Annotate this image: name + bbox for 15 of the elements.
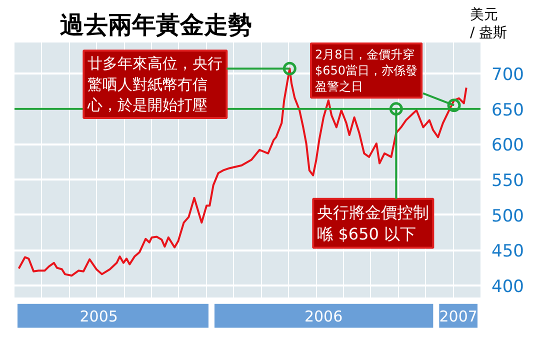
y-tick-label: 700 <box>492 65 524 86</box>
x-tick-label: 2006 <box>304 307 343 326</box>
y-tick-label: 400 <box>492 276 524 297</box>
annotation: 2月8日，金價升穿$650當日，亦係發盈警之日 <box>315 47 418 94</box>
annotation: 廿多年來高位，央行驚哂人對紙幣冇信心，於是開始打壓 <box>86 54 223 114</box>
x-tick-label: 2007 <box>439 307 478 326</box>
y-tick-label: 450 <box>492 242 524 262</box>
x-tick-label: 2005 <box>80 307 118 326</box>
y-tick-label: 600 <box>492 136 524 156</box>
y-tick-label: 650 <box>492 100 524 120</box>
chart-title: 過去兩年黃金走勢 <box>60 10 252 41</box>
y-tick-label: 500 <box>492 206 524 226</box>
y-tick-label: 550 <box>492 171 524 192</box>
y-axis-title: 美元 / 盎斯 <box>470 6 508 42</box>
annotation: 央行將金價控制喺 $650 以下 <box>317 202 430 244</box>
